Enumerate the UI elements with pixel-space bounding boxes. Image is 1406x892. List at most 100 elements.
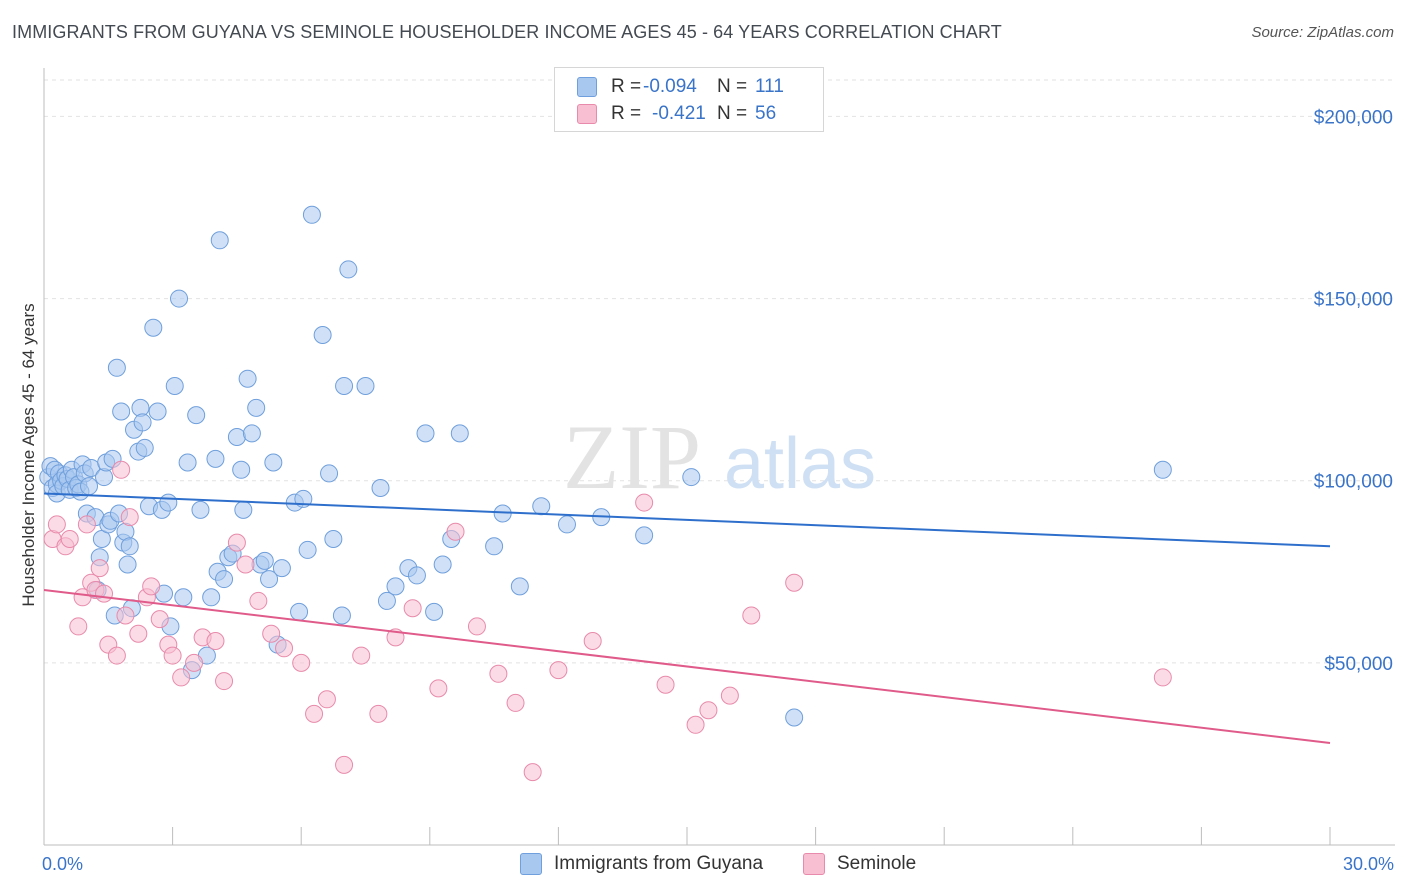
legend-r-value: -0.421 xyxy=(652,103,706,124)
data-point xyxy=(262,624,281,643)
data-point xyxy=(238,369,257,388)
data-point xyxy=(174,588,193,607)
data-point xyxy=(178,453,197,472)
x-tick-label: 0.0% xyxy=(42,854,83,874)
data-point xyxy=(549,661,568,680)
legend-swatch-seminole xyxy=(577,104,597,124)
trend-line xyxy=(43,492,1331,548)
x-tick-label: 30.0% xyxy=(1343,854,1394,874)
data-point xyxy=(118,555,137,574)
data-point xyxy=(272,559,291,578)
data-point xyxy=(249,591,268,610)
data-point xyxy=(1153,668,1172,687)
data-point xyxy=(206,632,225,650)
series-seminole-points xyxy=(43,460,1172,782)
data-point xyxy=(302,205,321,224)
legend-n-label: N = xyxy=(717,76,748,97)
tick-labels: $50,000 $100,000 $150,000 $200,000 0.0% 30.0% xyxy=(42,107,1394,874)
data-point xyxy=(489,664,508,683)
data-point xyxy=(532,497,551,516)
data-point xyxy=(290,602,309,621)
data-point xyxy=(699,701,718,720)
data-point xyxy=(215,570,234,589)
data-point xyxy=(356,377,375,395)
data-point xyxy=(371,479,390,497)
chart-title: IMMIGRANTS FROM GUYANA VS SEMINOLE HOUSE… xyxy=(12,22,1002,42)
watermark-atlas: atlas xyxy=(724,424,876,504)
data-point xyxy=(242,424,261,443)
data-point xyxy=(317,690,336,709)
data-point xyxy=(335,377,354,395)
data-point xyxy=(234,500,253,519)
data-point xyxy=(720,686,739,705)
legend-n-value: 56 xyxy=(755,103,777,124)
data-point xyxy=(305,704,324,723)
data-point xyxy=(682,468,701,487)
legend-item-seminole[interactable]: Seminole xyxy=(803,852,916,876)
trend-lines xyxy=(43,492,1331,744)
data-point xyxy=(112,402,131,421)
legend-r-label: R = xyxy=(611,76,642,97)
data-point xyxy=(377,591,396,610)
data-point xyxy=(150,610,169,629)
data-point xyxy=(335,755,354,774)
data-point xyxy=(429,679,448,698)
y-tick-label: $50,000 xyxy=(1324,654,1393,675)
data-point xyxy=(247,398,266,417)
data-point xyxy=(163,646,182,665)
data-point xyxy=(352,646,371,665)
legend-item-guyana[interactable]: Immigrants from Guyana xyxy=(520,852,763,876)
data-point xyxy=(47,515,66,534)
data-point xyxy=(187,406,206,425)
y-tick-label: $200,000 xyxy=(1314,107,1393,128)
legend-swatch-guyana xyxy=(577,77,597,97)
data-point xyxy=(120,508,139,527)
data-point xyxy=(275,639,294,658)
data-point xyxy=(129,624,148,643)
data-point xyxy=(69,617,88,636)
data-point xyxy=(236,555,255,574)
data-point xyxy=(95,584,114,603)
data-point xyxy=(320,464,339,483)
data-point xyxy=(506,693,525,712)
data-point xyxy=(583,632,602,650)
legend-label-seminole: Seminole xyxy=(837,853,917,874)
data-point xyxy=(407,566,426,585)
data-point xyxy=(77,515,96,534)
data-point xyxy=(656,675,675,694)
data-point xyxy=(191,500,210,519)
data-point xyxy=(1153,460,1172,479)
data-point xyxy=(202,588,221,607)
data-point xyxy=(403,599,422,618)
data-point xyxy=(232,460,251,479)
data-point xyxy=(332,606,351,625)
data-point xyxy=(557,515,576,534)
y-tick-label: $150,000 xyxy=(1314,290,1393,311)
watermark: ZIP atlas xyxy=(563,406,876,508)
legend-r-label: R = xyxy=(611,103,642,124)
data-point xyxy=(215,672,234,691)
data-point xyxy=(120,537,139,556)
y-tick-label: $100,000 xyxy=(1314,472,1393,493)
axes xyxy=(43,68,1395,846)
data-point xyxy=(206,449,225,468)
data-point xyxy=(785,708,804,727)
data-point xyxy=(165,377,184,395)
data-point xyxy=(292,653,311,672)
data-point xyxy=(107,358,126,377)
data-point xyxy=(369,704,388,723)
data-point xyxy=(416,424,435,443)
data-point xyxy=(135,438,154,457)
data-point xyxy=(264,453,283,472)
data-point xyxy=(80,477,99,496)
data-point xyxy=(144,318,163,337)
data-point xyxy=(742,606,761,625)
data-point xyxy=(313,326,332,344)
data-point xyxy=(116,606,135,625)
legend-r-value: -0.094 xyxy=(643,76,697,97)
data-point xyxy=(523,763,542,782)
data-point xyxy=(635,493,654,512)
watermark-zip: ZIP xyxy=(563,406,701,508)
data-point xyxy=(785,573,804,592)
